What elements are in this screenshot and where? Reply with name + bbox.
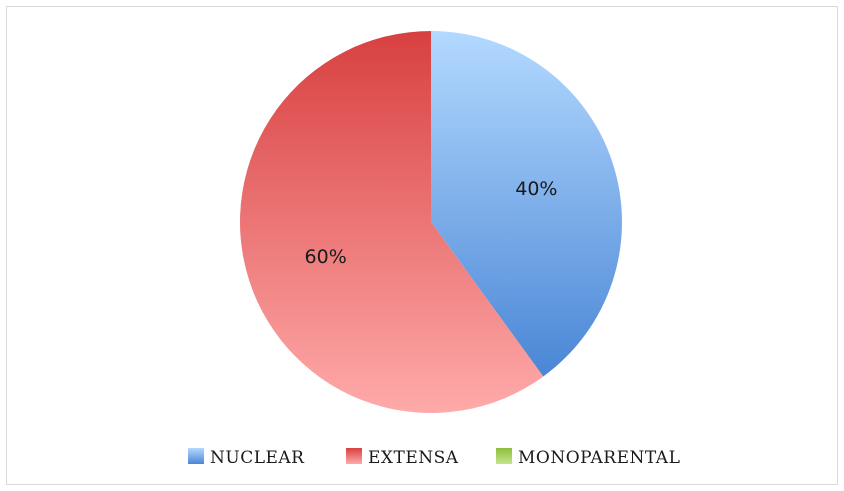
legend-label-monoparental: MONOPARENTAL xyxy=(518,448,680,468)
pie-slices xyxy=(239,31,622,414)
legend-label-nuclear: NUCLEAR xyxy=(210,448,305,468)
slice-labels: 40% 60% xyxy=(305,178,558,268)
legend-swatch-nuclear xyxy=(188,448,204,464)
slice-label-nuclear: 40% xyxy=(515,178,557,200)
pie-slice-nuclear xyxy=(431,31,622,377)
pie-slice-extensa xyxy=(239,31,544,414)
legend-swatch-extensa xyxy=(346,448,362,464)
legend: NUCLEAR EXTENSA MONOPARENTAL xyxy=(188,448,680,468)
slice-label-extensa: 60% xyxy=(305,246,347,268)
legend-label-extensa: EXTENSA xyxy=(368,448,459,468)
legend-swatch-monoparental xyxy=(496,448,512,464)
